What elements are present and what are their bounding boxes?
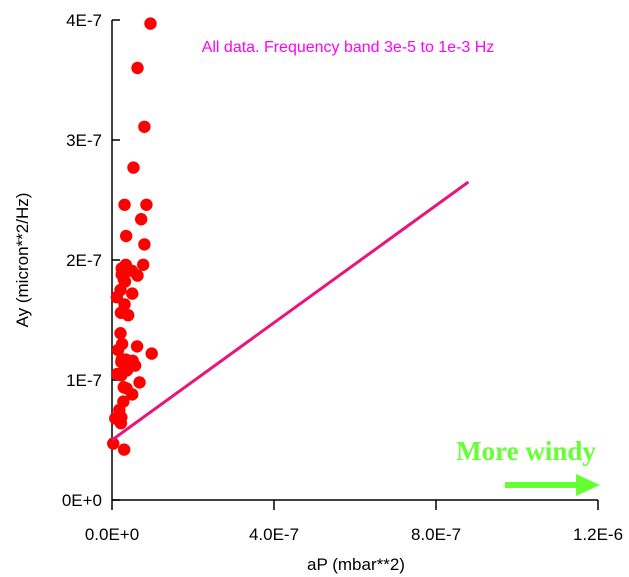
data-point [130, 340, 144, 353]
x-tick-label: 1.2E-6 [573, 525, 623, 544]
data-point [117, 443, 131, 456]
y-tick-label: 0E+0 [62, 491, 102, 510]
data-point [126, 388, 139, 401]
plot-area: 0E+0 1E-7 2E-7 3E-7 4E-7 0.0E+0 4.0E-7 8.0E-7 1.… [62, 11, 623, 544]
data-point [134, 213, 148, 226]
y-axis-title: Ay (micron**2/Hz) [13, 193, 32, 328]
data-point [126, 287, 139, 300]
y-tick-label: 4E-7 [66, 11, 102, 30]
y-tick-label: 2E-7 [66, 251, 102, 270]
data-point [115, 411, 128, 424]
x-axis-title: aP (mbar**2) [307, 555, 405, 574]
x-tick-label: 8.0E-7 [411, 525, 461, 544]
y-tick-label: 3E-7 [66, 131, 102, 150]
data-point [138, 120, 151, 133]
data-point [122, 309, 135, 322]
data-point [140, 198, 153, 211]
data-point [133, 376, 146, 389]
arrow-right-icon [505, 474, 600, 496]
x-tick-label: 0.0E+0 [85, 525, 139, 544]
chart-annotation: All data. Frequency band 3e-5 to 1e-3 Hz [202, 39, 495, 56]
x-tick-label: 4.0E-7 [249, 525, 299, 544]
data-point [131, 269, 144, 282]
data-point [128, 359, 142, 372]
data-point [117, 395, 130, 408]
more-windy-label: More windy [456, 436, 596, 466]
data-point [119, 229, 133, 243]
data-point [118, 275, 132, 288]
data-point [118, 198, 131, 211]
data-point [114, 327, 127, 340]
data-point [131, 61, 144, 75]
data-point [127, 161, 140, 174]
fit-line [111, 180, 470, 442]
data-point [107, 437, 120, 450]
data-point [138, 238, 151, 251]
data-point [118, 298, 131, 311]
y-tick-label: 1E-7 [66, 371, 102, 390]
data-point [115, 337, 129, 351]
data-point [144, 17, 157, 30]
data-point [136, 258, 150, 271]
data-point [145, 347, 158, 360]
